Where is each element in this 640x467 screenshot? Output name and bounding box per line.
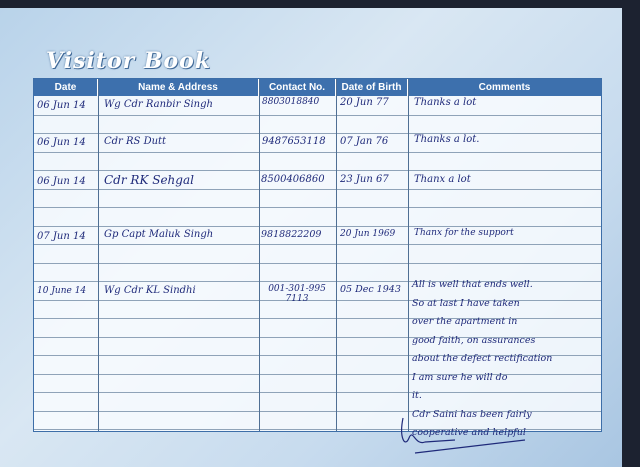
row-rule [34,355,601,356]
cell-comment: All is well that ends well. So at last I… [412,279,553,438]
row-rule [34,244,601,245]
row-rule [34,225,601,227]
header-name: Name & Address [98,79,259,96]
row-rule [34,373,601,375]
cell-dob: 20 Jun 77 [340,97,389,108]
cell-date: 07 Jun 14 [37,231,86,242]
cell-comment: Thanks a lot. [414,134,480,145]
visitor-book-page: Visitor Book Date Name & Address Contact… [0,8,622,467]
row-rule [34,114,601,116]
cell-contact: 8803018840 [262,97,320,107]
signature [401,417,526,454]
cell-contact: 9487653118 [262,136,326,147]
cell-name: Wg Cdr Ranbir Singh [104,99,213,110]
cell-date: 06 Jun 14 [37,176,86,187]
cell-contact: 9818822209 [261,229,322,240]
row-rule [34,392,601,393]
cell-date: 10 June 14 [37,286,87,296]
cell-date: 06 Jun 14 [37,100,86,111]
cell-comment: Thanx a lot [414,174,471,185]
row-rule [34,133,601,134]
cell-name: Cdr RS Dutt [104,136,167,147]
cell-comment: Thanks a lot [414,97,477,108]
header-contact: Contact No. [259,79,336,96]
cell-date: 06 Jun 14 [37,137,86,148]
header-date: Date [34,79,98,96]
row-rule [34,188,601,190]
row-rule [34,318,601,319]
row-rule [34,429,601,430]
row-rule [34,151,601,153]
header-dob: Date of Birth [336,79,408,96]
row-rule [34,281,601,282]
page-title: Visitor Book [46,48,212,74]
cell-dob: 23 Jun 67 [340,174,389,185]
cell-name: Gp Capt Maluk Singh [104,229,214,240]
row-rule [34,262,601,264]
cell-contact: 8500406860 [261,174,325,185]
cell-dob: 20 Jun 1969 [340,229,396,239]
visitor-table: Date Name & Address Contact No. Date of … [33,78,602,438]
cell-comment: Thanx for the support [414,228,514,238]
cell-name: Cdr RK Sehgal [104,173,194,187]
cell-dob: 05 Dec 1943 [340,284,401,295]
cell-name: Wg Cdr KL Sindhi [104,285,196,296]
header-comments: Comments [408,79,601,96]
row-rule [34,299,601,301]
row-rule [34,336,601,338]
row-rule [34,170,601,171]
cell-contact: 001-301-995 7113 [268,284,326,304]
row-rule [34,207,601,208]
row-rule [34,410,601,412]
cell-dob: 07 Jan 76 [340,136,389,147]
